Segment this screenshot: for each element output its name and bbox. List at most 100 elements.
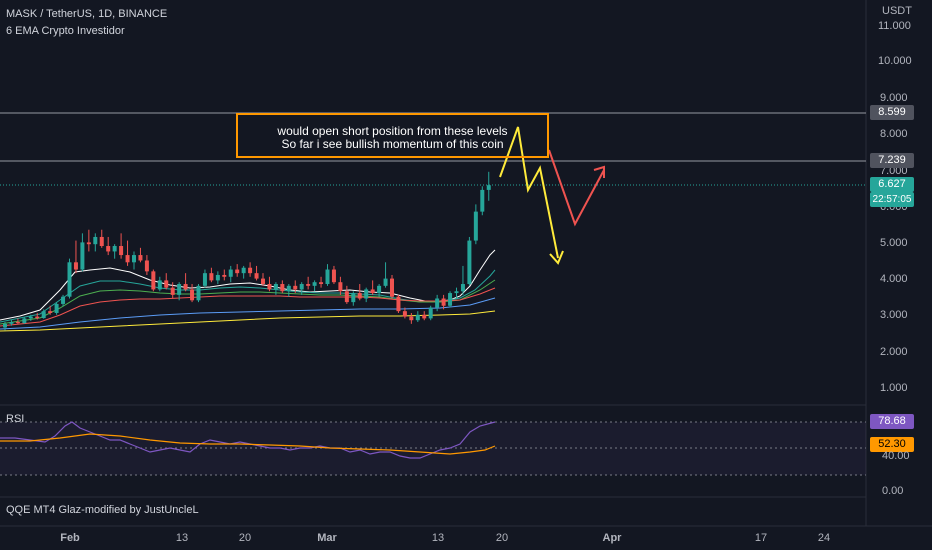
candle-body[interactable]: [202, 273, 207, 286]
candle-body[interactable]: [54, 303, 59, 313]
candle-body[interactable]: [28, 316, 33, 319]
candle-body[interactable]: [209, 273, 214, 281]
candle-body[interactable]: [364, 289, 369, 299]
candle-body[interactable]: [441, 298, 446, 306]
currency-label[interactable]: USDT: [882, 5, 912, 17]
candle-body[interactable]: [486, 185, 491, 190]
symbol-title[interactable]: MASK / TetherUS, 1D, BINANCE: [6, 8, 168, 20]
candle-body[interactable]: [454, 291, 459, 294]
candle-body[interactable]: [73, 262, 78, 270]
candle-body[interactable]: [183, 284, 188, 290]
candle-body[interactable]: [67, 262, 72, 297]
projection-path-red: [548, 149, 605, 227]
qqe-panel-label[interactable]: QQE MT4 Glaz-modified by JustUncleL: [6, 504, 199, 516]
candle-body[interactable]: [241, 267, 246, 274]
candlestick-series[interactable]: [3, 171, 491, 331]
rsi-panel-label[interactable]: RSI: [6, 413, 25, 425]
candle-body[interactable]: [228, 269, 233, 277]
candle-body[interactable]: [177, 284, 182, 295]
candle-body[interactable]: [331, 269, 336, 283]
candle-body[interactable]: [222, 274, 227, 277]
candle-body[interactable]: [235, 269, 240, 274]
candle-body[interactable]: [254, 273, 259, 279]
candle-body[interactable]: [306, 284, 311, 286]
candle-body[interactable]: [273, 284, 278, 290]
candle-body[interactable]: [325, 269, 330, 285]
candle-body[interactable]: [112, 246, 117, 252]
price-tick-2: 2.000: [880, 346, 908, 358]
candle-body[interactable]: [383, 278, 388, 286]
ema-line-white: [0, 249, 496, 321]
candle-body[interactable]: [196, 285, 201, 301]
candle-body[interactable]: [248, 267, 253, 274]
candle-body[interactable]: [338, 282, 343, 292]
candle-body[interactable]: [422, 314, 427, 319]
countdown-tag: 22:57:05: [870, 192, 914, 207]
price-tick-3: 3.000: [880, 309, 908, 321]
candle-body[interactable]: [409, 316, 414, 321]
candle-body[interactable]: [351, 293, 356, 303]
candle-body[interactable]: [448, 293, 453, 306]
candle-body[interactable]: [215, 274, 220, 281]
candle-body[interactable]: [299, 284, 304, 290]
candle-body[interactable]: [267, 284, 272, 290]
price-tick-11: 11.000: [878, 20, 911, 32]
candle-body[interactable]: [99, 236, 104, 247]
candle-body[interactable]: [377, 285, 382, 294]
candle-body[interactable]: [119, 246, 124, 256]
qqe-tick-0: 0.00: [882, 485, 904, 497]
candle-body[interactable]: [428, 307, 433, 319]
candle-body[interactable]: [312, 282, 317, 286]
candle-body[interactable]: [467, 240, 472, 285]
candle-body[interactable]: [157, 280, 162, 290]
candle-body[interactable]: [151, 271, 156, 290]
candle-body[interactable]: [357, 293, 362, 299]
candle-body[interactable]: [61, 296, 66, 304]
candle-body[interactable]: [35, 316, 40, 319]
candle-body[interactable]: [80, 242, 85, 270]
candle-body[interactable]: [138, 255, 143, 261]
candle-body[interactable]: [15, 322, 20, 324]
candle-body[interactable]: [132, 255, 136, 263]
candle-body[interactable]: [93, 236, 98, 245]
indicator-title[interactable]: 6 EMA Crypto Investidor: [6, 25, 125, 37]
candle-body[interactable]: [144, 260, 149, 272]
candle-body[interactable]: [164, 280, 169, 288]
candle-body[interactable]: [286, 285, 291, 292]
annotation-line-1: would open short position from these lev…: [277, 124, 508, 138]
annotation-box[interactable]: would open short position from these lev…: [236, 113, 549, 158]
candle-body[interactable]: [190, 289, 195, 301]
candle-body[interactable]: [3, 323, 7, 328]
candle-body[interactable]: [261, 278, 265, 285]
candle-body[interactable]: [370, 289, 375, 294]
candle-body[interactable]: [48, 311, 53, 313]
candle-body[interactable]: [125, 255, 130, 263]
candle-body[interactable]: [170, 287, 175, 295]
candle-body[interactable]: [106, 246, 111, 252]
candle-body[interactable]: [9, 322, 14, 324]
candle-body[interactable]: [435, 298, 440, 308]
candle-body[interactable]: [319, 282, 324, 285]
candle-body[interactable]: [41, 311, 46, 319]
candle-body[interactable]: [396, 296, 401, 312]
candle-body[interactable]: [390, 278, 394, 297]
candle-body[interactable]: [460, 284, 465, 292]
candle-body[interactable]: [280, 284, 285, 292]
time-axis[interactable]: Feb 13 20 Mar 13 20 Apr 17 24: [60, 532, 830, 544]
candle-body[interactable]: [415, 314, 420, 321]
rsi-value-tag: 78.68: [870, 414, 914, 429]
candle-body[interactable]: [344, 291, 349, 303]
ema-line-blue: [0, 297, 496, 330]
ema-line-darkgreen: [0, 279, 496, 325]
time-tick-mar-13: 13: [432, 532, 444, 544]
candle-body[interactable]: [402, 311, 407, 317]
candle-body[interactable]: [473, 211, 478, 241]
last-price-tag[interactable]: 6.627: [870, 177, 914, 192]
candle-body[interactable]: [480, 189, 485, 212]
candle-body[interactable]: [86, 242, 91, 245]
candle-body[interactable]: [22, 318, 27, 324]
candle-body[interactable]: [293, 285, 298, 290]
level-upper-tag[interactable]: 8.599: [870, 105, 914, 120]
level-lower-tag[interactable]: 7.239: [870, 153, 914, 168]
